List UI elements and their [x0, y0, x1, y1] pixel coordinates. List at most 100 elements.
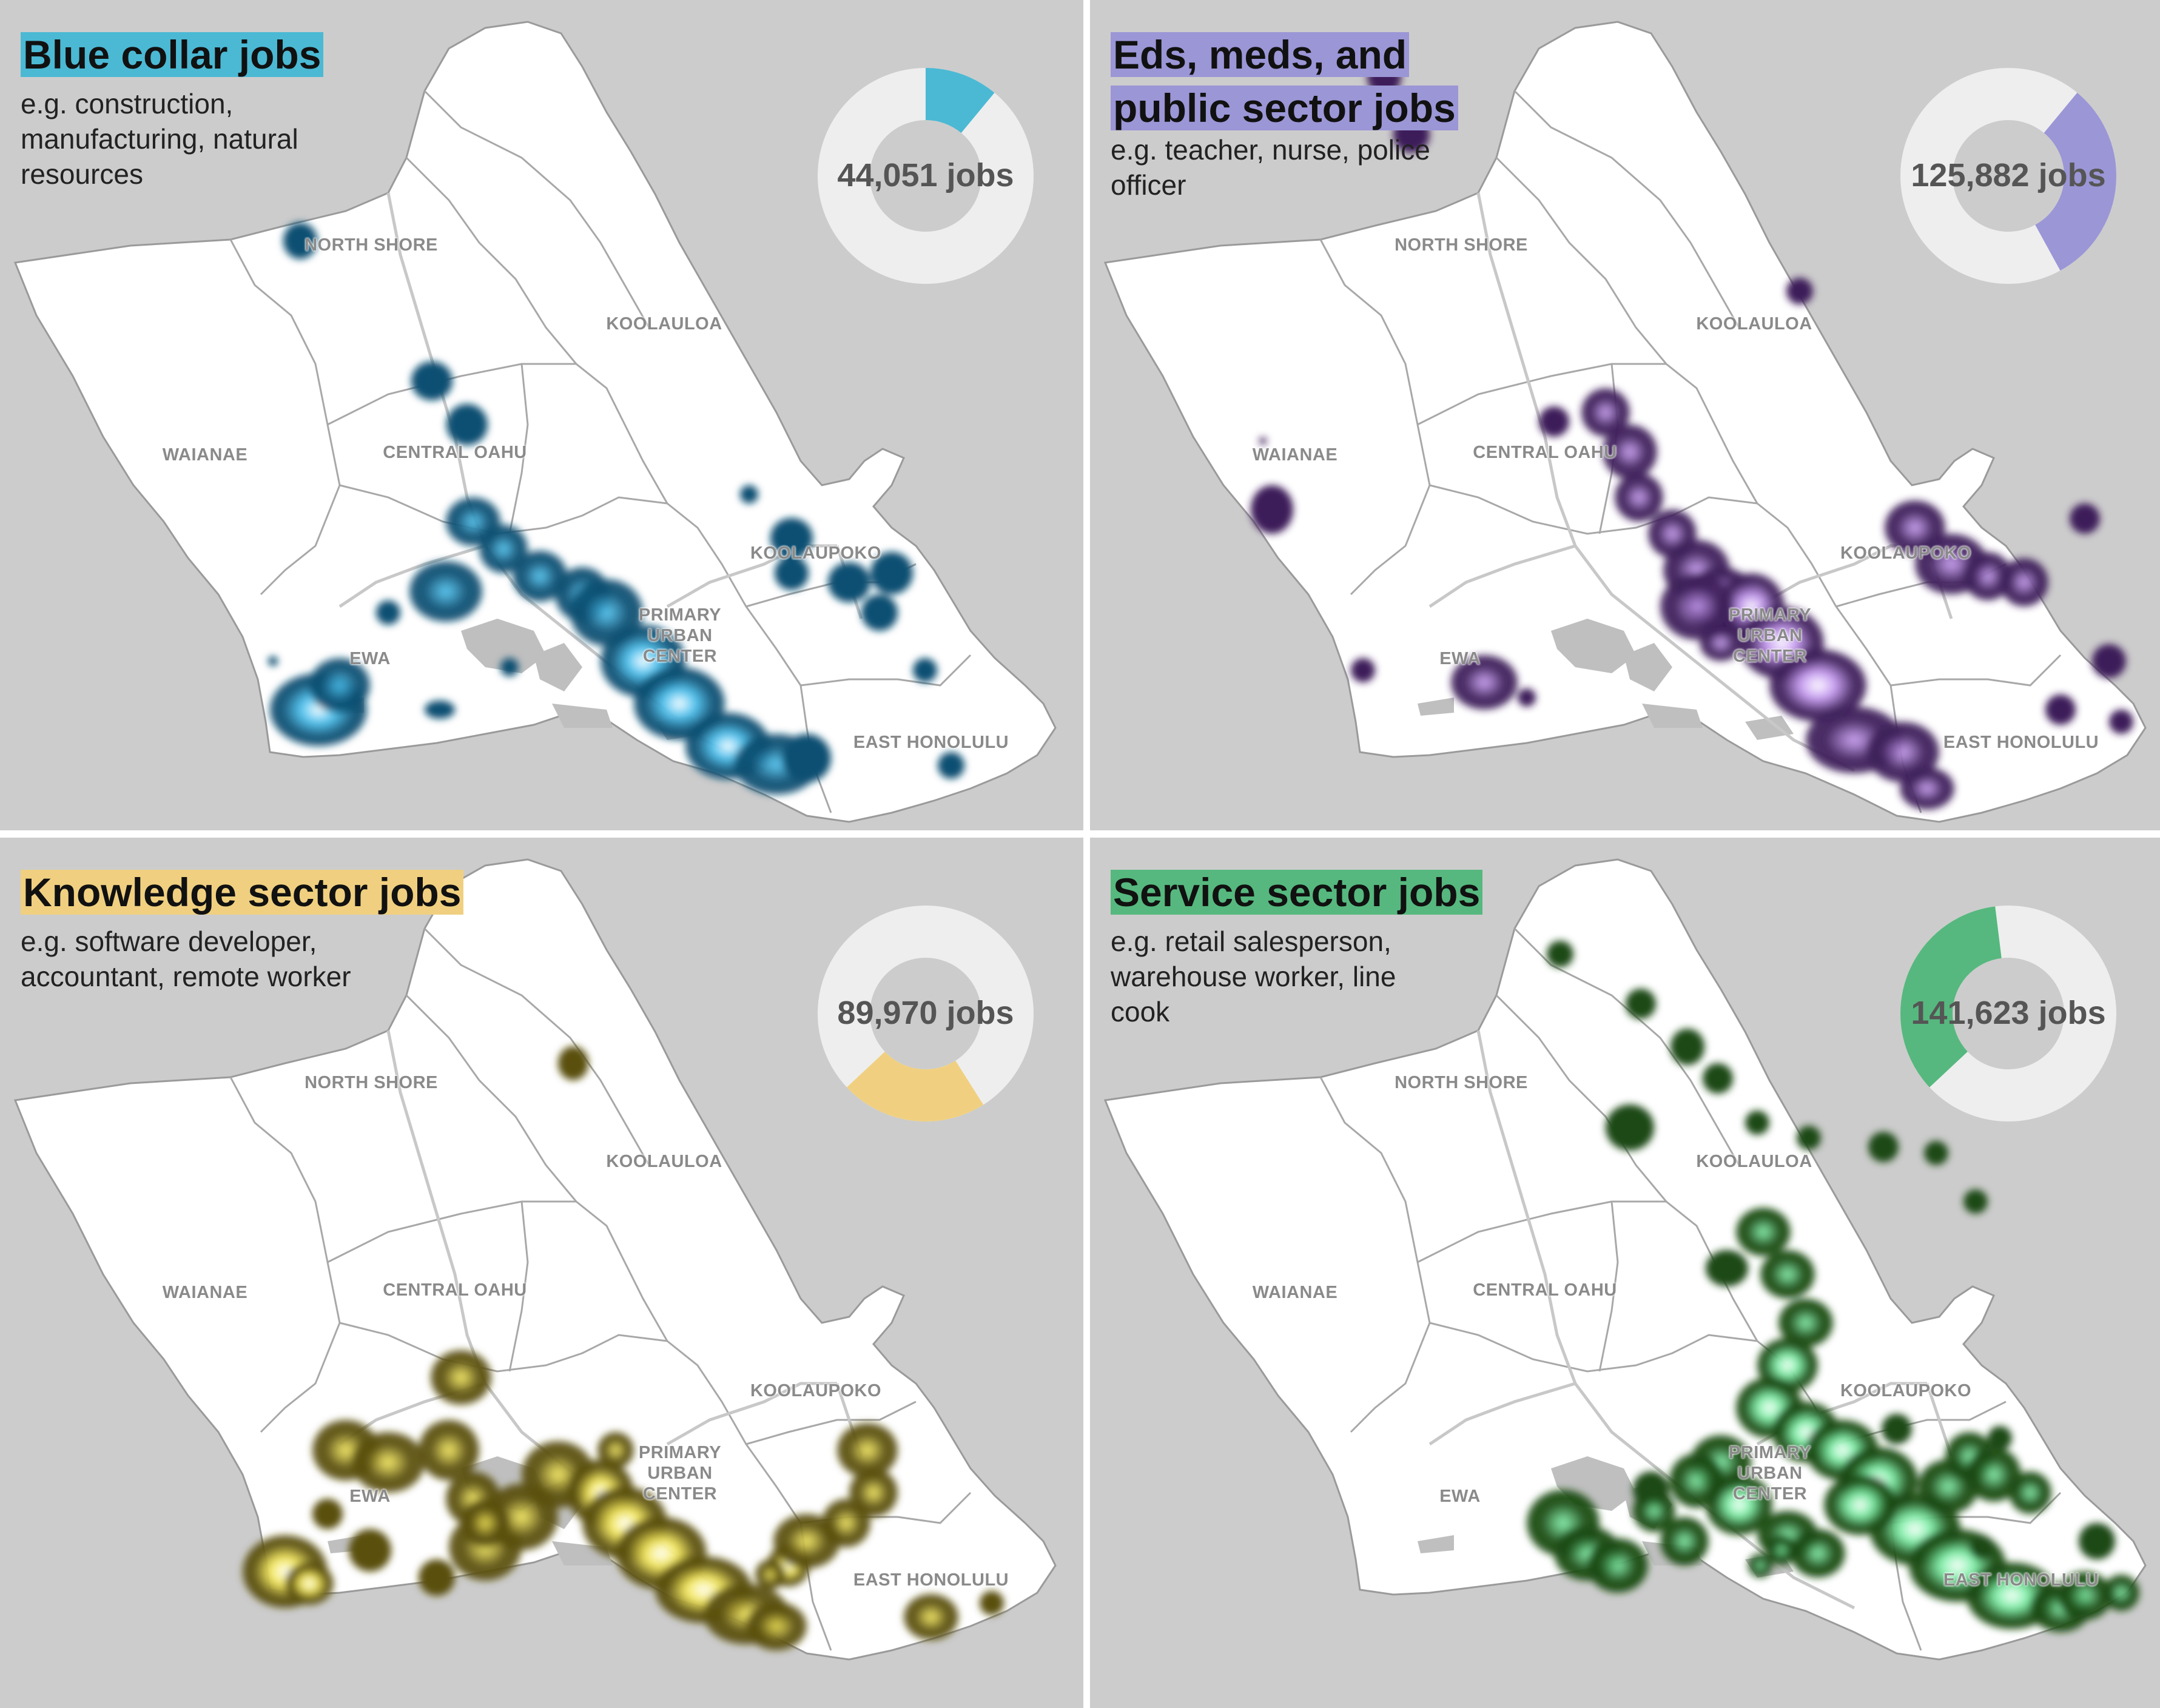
district-boundary [1429, 1322, 1758, 1373]
knowledge-sector-donut-chart [818, 906, 1034, 1121]
blue-collar-map [13, 21, 1057, 823]
blue-collar-donut-chart [818, 68, 1034, 284]
district-boundary [1890, 654, 2062, 687]
knowledge-sector-jobs-count: 89,970 jobs [837, 995, 1014, 1031]
district-boundary [1513, 90, 1740, 328]
job-density-blob [2079, 1523, 2115, 1559]
job-density-blob [446, 404, 488, 445]
job-density-blob [411, 361, 453, 400]
region-label-central-oahu: CENTRAL OAHU [1473, 1280, 1617, 1300]
region-label-waianae: WAIANAE [162, 445, 248, 465]
region-label-north-shore: NORTH SHORE [1395, 235, 1528, 255]
job-density-blob [376, 600, 400, 625]
job-density-blob [1633, 1490, 1675, 1532]
region-label-koolaupoko: KOOLAUPOKO [1840, 543, 1972, 563]
job-density-blob [2070, 503, 2100, 534]
district-boundary [667, 502, 802, 686]
highway-line [1428, 544, 1576, 608]
job-density-blob [746, 1602, 807, 1650]
job-density-blob [1518, 688, 1536, 707]
job-density-blob [431, 1350, 491, 1405]
job-density-blob [419, 1420, 479, 1481]
district-boundary [339, 484, 668, 535]
job-density-blob [1882, 1414, 1912, 1444]
highway-line [1925, 1383, 1953, 1457]
district-boundary [1417, 1200, 1666, 1263]
job-density-blob [1866, 722, 1939, 782]
region-label-koolaupoko: KOOLAUPOKO [1840, 1381, 1972, 1400]
district-boundary [423, 90, 650, 328]
heatmap-layer [268, 223, 964, 795]
highway-line [666, 1382, 837, 1446]
job-density-blob [409, 561, 482, 622]
job-density-blob [2109, 710, 2133, 734]
region-label-north-shore: NORTH SHORE [304, 1073, 438, 1092]
service-sector-donut-chart [1900, 906, 2116, 1121]
blue-collar-title: Blue collar jobs [21, 28, 567, 81]
job-density-blob [1670, 1029, 1704, 1065]
job-density-blob [1669, 1453, 1724, 1508]
job-density-blob [1868, 1132, 1899, 1162]
job-density-blob [1963, 1189, 1988, 1214]
eds-meds-public-donut-chart [1900, 68, 2116, 284]
blue-collar-examples: e.g. construction, manufacturing, natura… [21, 88, 298, 190]
job-density-blob [597, 1432, 634, 1468]
job-density-blob [1778, 1299, 1833, 1347]
job-density-blob [980, 1591, 1004, 1615]
highway-line [666, 544, 837, 608]
job-density-blob [1706, 1250, 1748, 1286]
job-density-blob [1660, 573, 1733, 640]
region-label-primary-urban-center: PRIMARY URBAN CENTER [1728, 1443, 1812, 1504]
service-sector-examples: e.g. retail salesperson, warehouse worke… [1111, 926, 1396, 1027]
region-label-koolaupoko: KOOLAUPOKO [750, 1381, 882, 1400]
region-label-waianae: WAIANAE [162, 1283, 248, 1302]
job-density-blob [1251, 485, 1293, 534]
job-density-blob [904, 1594, 958, 1640]
job-density-blob [1660, 1517, 1709, 1565]
job-density-blob [740, 485, 758, 503]
job-density-blob [938, 752, 964, 779]
job-density-blob [268, 656, 278, 666]
job-density-blob [513, 551, 567, 602]
service-sector-title: Service sector jobs [1111, 866, 1657, 919]
knowledge-sector-examples: e.g. software developer, accountant, rem… [21, 926, 351, 992]
harbor-shape [534, 643, 582, 691]
job-density-blob [1760, 1250, 1815, 1299]
region-label-east-honolulu: EAST HONOLULU [853, 1570, 1009, 1590]
job-density-blob [2009, 1471, 2051, 1514]
job-density-blob [1700, 625, 1742, 661]
job-density-blob [1988, 1426, 2012, 1450]
region-label-east-honolulu: EAST HONOLULU [1943, 1570, 2099, 1590]
region-label-east-honolulu: EAST HONOLULU [1943, 733, 2099, 752]
job-density-blob [500, 658, 519, 676]
district-boundary [1417, 363, 1666, 426]
district-boundary [508, 1201, 529, 1372]
job-density-blob [861, 594, 898, 631]
job-density-blob [1736, 1208, 1791, 1256]
region-label-central-oahu: CENTRAL OAHU [383, 443, 527, 462]
island-outline [13, 21, 1057, 823]
job-density-blob [1351, 658, 1375, 682]
job-density-blob [425, 701, 455, 719]
district-boundary [667, 1340, 802, 1524]
harbor-shape [1551, 619, 1636, 673]
job-density-blob [1587, 1538, 1648, 1593]
job-density-blob [2045, 694, 2076, 725]
knowledge-sector-panel: NORTH SHORE KOOLAULOA WAIANAE CENTRAL OAHU K… [0, 838, 1083, 1708]
district-boundary [423, 927, 650, 1166]
district-boundary [327, 1200, 576, 1263]
job-density-blob [1824, 1474, 1897, 1535]
eds-meds-public-panel: NORTH SHORE KOOLAULOA WAIANAE CENTRAL OAHU K… [1090, 0, 2160, 830]
job-density-blob [558, 1046, 588, 1080]
job-density-blob [1748, 1553, 1772, 1578]
region-label-ewa: EWA [349, 1487, 391, 1506]
job-density-blob [1603, 425, 1657, 479]
job-density-blob [349, 1529, 391, 1572]
region-label-ewa: EWA [349, 649, 391, 668]
region-label-primary-urban-center: PRIMARY URBAN CENTER [1728, 605, 1812, 666]
region-label-north-shore: NORTH SHORE [304, 235, 438, 255]
highway-line [338, 544, 486, 608]
donut-share-arc [818, 906, 1034, 1121]
job-density-blob [1547, 941, 1573, 967]
region-label-koolauloa: KOOLAULOA [606, 314, 722, 334]
